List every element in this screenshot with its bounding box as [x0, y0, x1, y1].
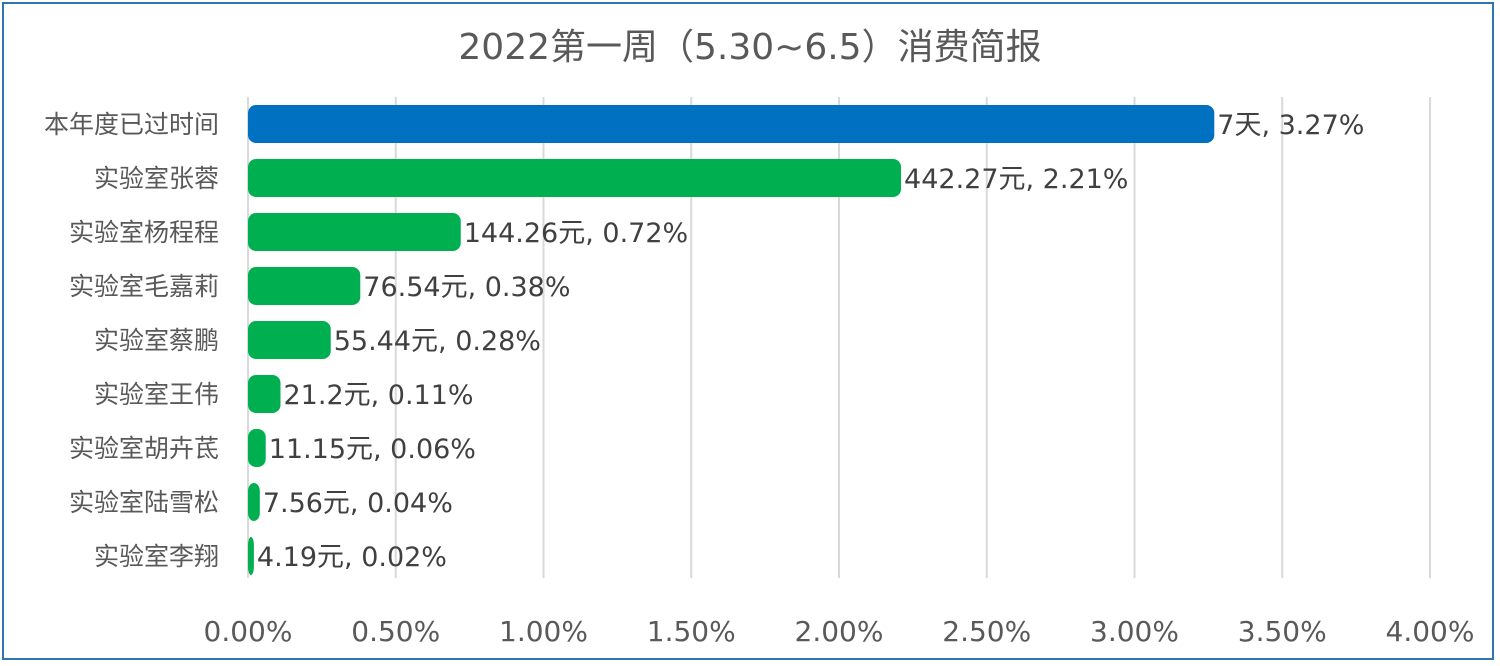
- x-tick-label-6: 3.00%: [1090, 615, 1179, 648]
- category-label-8: 实验室李翔: [94, 542, 219, 571]
- data-label-2: 144.26元, 0.72%: [464, 218, 688, 249]
- data-label-8: 4.19元, 0.02%: [257, 542, 447, 573]
- category-label-1: 实验室张蓉: [94, 164, 219, 193]
- data-label-1: 442.27元, 2.21%: [904, 164, 1128, 195]
- bar-4: [248, 321, 331, 359]
- category-label-7: 实验室陆雪松: [69, 488, 219, 517]
- bar-7: [248, 483, 260, 521]
- category-label-5: 实验室王伟: [94, 380, 219, 409]
- bar-2: [248, 213, 461, 251]
- data-label-4: 55.44元, 0.28%: [334, 326, 541, 357]
- x-tick-label-0: 0.00%: [204, 615, 293, 648]
- bar-8: [248, 537, 254, 575]
- bar-6: [248, 429, 266, 467]
- x-tick-label-5: 2.50%: [942, 615, 1031, 648]
- x-tick-label-7: 3.50%: [1238, 615, 1327, 648]
- x-tick-label-3: 1.50%: [647, 615, 736, 648]
- bar-5: [248, 375, 281, 413]
- x-tick-label-4: 2.00%: [795, 615, 884, 648]
- category-label-6: 实验室胡卉茋: [69, 434, 219, 463]
- data-label-6: 11.15元, 0.06%: [269, 434, 476, 465]
- x-tick-label-1: 0.50%: [351, 615, 440, 648]
- bar-0: [248, 105, 1215, 143]
- category-label-3: 实验室毛嘉莉: [69, 272, 219, 301]
- x-tick-label-2: 1.00%: [499, 615, 588, 648]
- data-label-3: 76.54元, 0.38%: [363, 272, 570, 303]
- data-label-7: 7.56元, 0.04%: [263, 488, 453, 519]
- data-label-5: 21.2元, 0.11%: [284, 380, 474, 411]
- category-label-4: 实验室蔡鹏: [94, 326, 219, 355]
- chart-title: 2022第一周（5.30~6.5）消费简报: [458, 27, 1042, 68]
- bar-1: [248, 159, 902, 197]
- x-tick-label-8: 4.00%: [1386, 615, 1475, 648]
- category-label-0: 本年度已过时间: [44, 110, 219, 139]
- data-label-0: 7天, 3.27%: [1217, 110, 1364, 141]
- bar-3: [248, 267, 361, 305]
- category-label-2: 实验室杨程程: [69, 218, 219, 247]
